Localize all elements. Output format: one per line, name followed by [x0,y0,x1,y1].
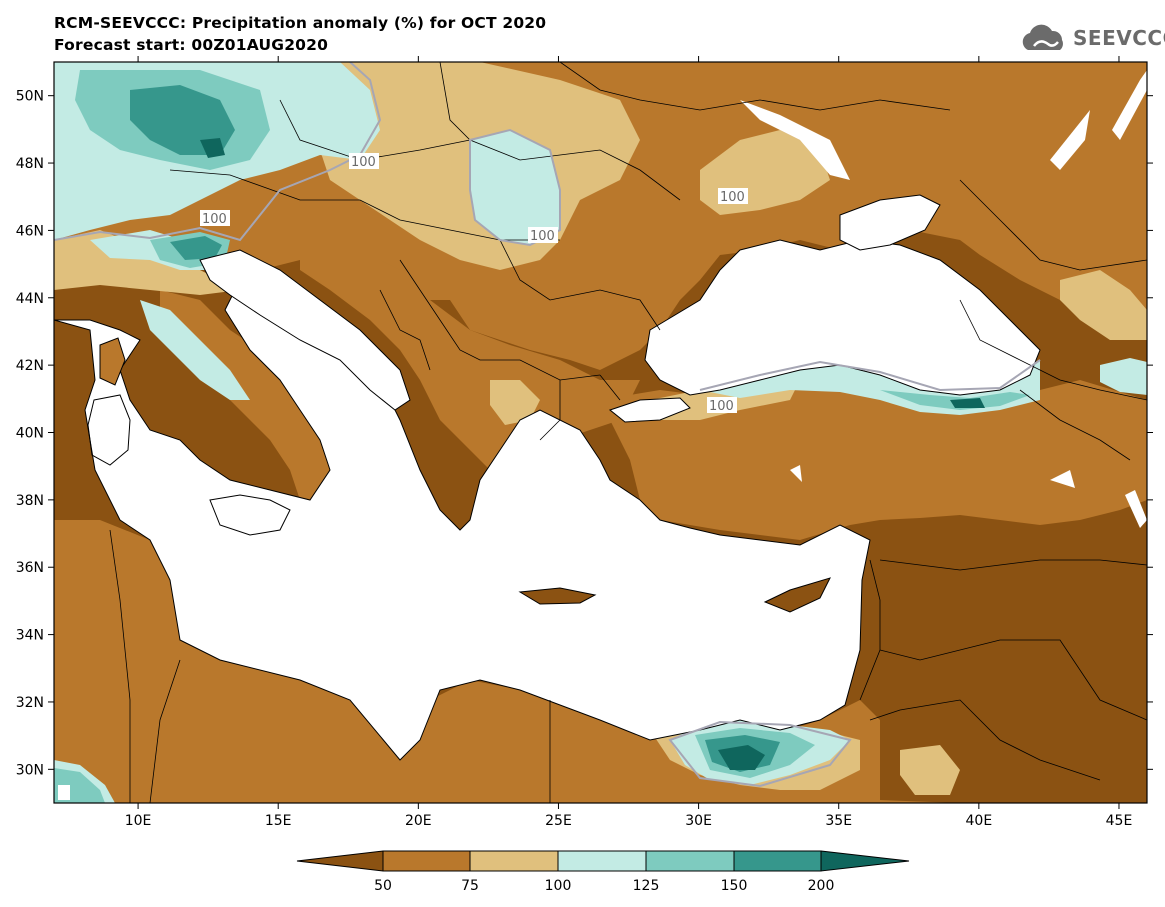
lon-tick-label: 15E [265,813,292,829]
latitude-axis: 50N 48N 46N 44N 42N 40N 38N 36N 34N 32N 30N [16,89,1153,778]
colorbar-swatch [382,850,471,872]
contour-label-box-2 [200,210,230,226]
mediterranean-sea [54,279,871,761]
anomaly-100-125-adriatic [140,300,250,400]
anomaly-100-125-caucasus [1100,358,1147,395]
anomaly-50-75-italy [160,290,345,500]
contour-label-1: 100 [351,155,376,170]
colorbar-swatch [645,850,735,872]
no-data-libya [58,785,70,800]
lon-tick-label: 35E [825,813,852,829]
lat-tick-label: 40N [16,426,44,442]
colorbar-swatch [469,850,559,872]
no-data-east2 [1050,110,1090,170]
lat-tick-label: 36N [16,560,44,576]
map-subtitle: Forecast start: 00Z01AUG2020 [54,36,329,54]
colorbar-label: 150 [721,878,748,894]
colorbar-label: 100 [545,878,572,894]
contour-label-box-1 [349,153,379,169]
contour-label-box-3 [528,227,558,243]
colorbar-label: 200 [808,878,835,894]
contour-label-4: 100 [720,190,745,205]
no-data-volga [740,100,850,180]
lon-tick-label: 20E [405,813,432,829]
lat-tick-label: 30N [16,762,44,778]
longitude-axis: 10E 15E 20E 25E 30E 35E 40E 45E [125,56,1133,829]
lat-tick-label: 38N [16,493,44,509]
map-title: RCM-SEEVCCC: Precipitation anomaly (%) f… [54,14,547,32]
marmara-sea [608,397,691,423]
colorbar-label: 75 [461,878,479,894]
country-borders [109,62,1147,803]
colorbar-swatch [820,850,910,872]
lat-tick-label: 32N [16,695,44,711]
lon-tick-label: 45E [1106,813,1133,829]
anomaly-above-200-austria [200,138,225,158]
lat-tick-label: 34N [16,628,44,644]
anomaly-75-100-balkans [490,380,540,425]
colorbar-swatch [557,850,647,872]
contour-label-box-5 [707,397,737,413]
lat-tick-label: 44N [16,291,44,307]
anomaly-50-75-nafrica [54,520,960,803]
cloud-icon [1022,24,1063,50]
crete-coast [518,587,597,605]
lon-tick-label: 10E [125,813,152,829]
sardinia-coast [87,394,131,466]
map-layers: 100 100 100 100 100 [54,62,1147,803]
black-sea [644,239,1041,396]
colorbar-swatch [733,850,822,872]
no-data-iran [1125,490,1147,528]
anomaly-150-200-nitaly [170,236,222,260]
lat-tick-label: 42N [16,358,44,374]
anomaly-above-200-nile [718,745,765,770]
colorbar-label: 50 [374,878,392,894]
lat-tick-label: 50N [16,89,44,105]
contour-label-2: 100 [202,212,227,227]
no-data-iraq [1050,470,1075,488]
adriatic-sea [199,249,411,411]
lat-tick-label: 46N [16,223,44,239]
anomaly-75-100-caucasus [1060,270,1147,340]
no-data-east [1112,70,1147,140]
lon-tick-label: 30E [685,813,712,829]
colorbar: 50 75 100 125 150 200 [296,850,910,894]
corsica-coast [99,337,126,386]
anomaly-75-100-jordan [900,745,960,795]
contour-label-3: 100 [530,229,555,244]
colorbar-label: 125 [633,878,660,894]
lon-tick-label: 40E [966,813,993,829]
contour-labels: 100 100 100 100 100 [200,153,748,414]
seevccc-logo: SEEVCCC [1018,22,1165,58]
contour-label-5: 100 [709,399,734,414]
anomaly-150-200-austria [130,85,235,155]
anomaly-50-75-anatolia [600,380,1147,540]
azov-sea [839,194,941,251]
colorbar-swatch [296,850,384,872]
anomaly-above-200-blacksea [950,398,985,408]
contour-label-box-4 [718,188,748,204]
contour-100 [54,62,1041,788]
lon-tick-label: 25E [545,813,572,829]
anomaly-100-125-romania [470,130,560,245]
logo-text: SEEVCCC [1073,26,1165,50]
sicily-coast [209,494,291,536]
cyprus-coast [763,577,831,613]
lat-tick-label: 48N [16,156,44,172]
no-data-turkey [790,465,802,482]
